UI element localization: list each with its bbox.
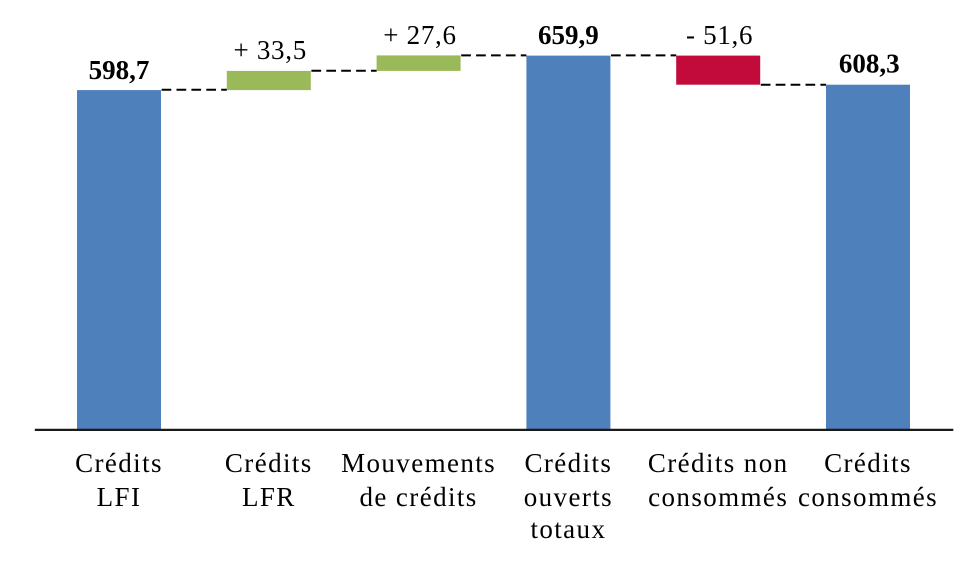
svg-text:659,9: 659,9 [538,20,599,50]
svg-text:Crédits: Crédits [75,448,163,478]
svg-text:Mouvements: Mouvements [341,448,496,478]
svg-text:totaux: totaux [530,514,606,544]
svg-text:consommés: consommés [798,482,938,512]
svg-text:consommés: consommés [648,482,788,512]
svg-text:598,7: 598,7 [89,55,150,85]
svg-text:608,3: 608,3 [839,49,900,79]
svg-text:LFI: LFI [97,482,142,512]
svg-text:ouverts: ouverts [524,482,613,512]
svg-text:- 51,6: - 51,6 [686,20,753,50]
svg-text:LFR: LFR [242,482,296,512]
svg-text:+ 27,6: + 27,6 [383,20,456,50]
svg-text:de crédits: de crédits [359,482,477,512]
svg-text:Crédits: Crédits [824,448,912,478]
svg-text:Crédits: Crédits [525,448,613,478]
svg-text:Crédits: Crédits [225,448,313,478]
svg-text:+ 33,5: + 33,5 [233,35,306,65]
svg-text:Crédits non: Crédits non [648,448,789,478]
